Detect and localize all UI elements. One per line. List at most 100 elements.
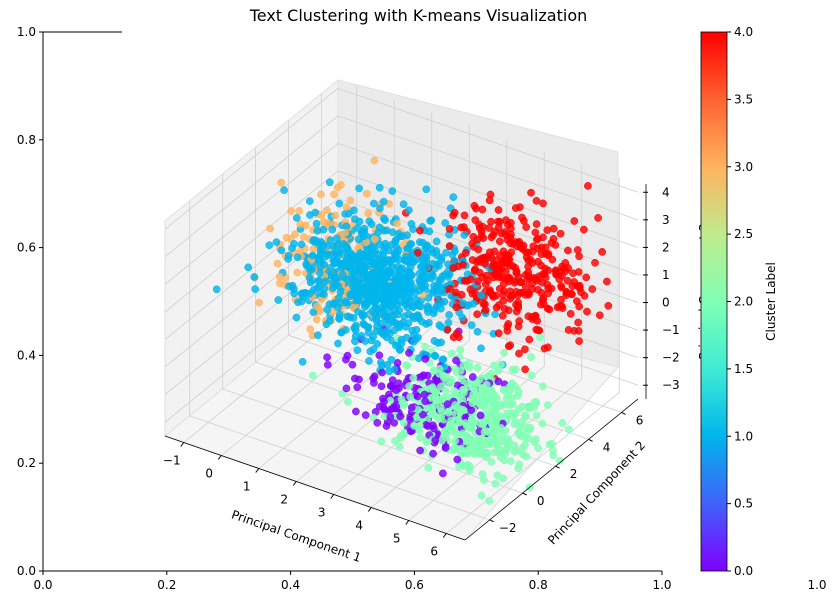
scatter-point-cluster-3 <box>317 190 325 199</box>
scatter-point-cluster-1 <box>438 286 447 295</box>
scatter-point-cluster-4 <box>481 259 489 268</box>
scatter-point-cluster-1 <box>314 276 323 285</box>
scatter-point-cluster-1 <box>386 258 394 267</box>
scatter-point-cluster-4 <box>484 276 492 285</box>
scatter-point-cluster-0 <box>413 392 422 401</box>
scatter-point-cluster-2 <box>536 333 544 342</box>
x-tick-label: 5 <box>393 532 401 546</box>
scatter-point-cluster-1 <box>363 275 372 284</box>
scatter-point-cluster-2 <box>522 423 530 431</box>
scatter-point-cluster-4 <box>516 243 525 252</box>
scatter-point-cluster-4 <box>468 256 477 264</box>
scatter-point-cluster-2 <box>409 374 418 382</box>
scatter-point-cluster-1 <box>445 311 453 319</box>
scatter-point-cluster-0 <box>429 449 437 458</box>
scatter-point-cluster-4 <box>485 248 494 257</box>
x-tick-label: 1 <box>243 480 251 494</box>
scatter-point-cluster-1 <box>312 219 321 228</box>
scatter-point-cluster-1 <box>328 278 337 287</box>
scatter-point-cluster-1 <box>302 260 311 269</box>
grid-z <box>164 87 639 230</box>
scatter-point-cluster-2 <box>425 384 434 393</box>
scatter-point-cluster-1 <box>404 244 413 253</box>
scatter-point-cluster-1 <box>392 243 401 252</box>
scatter-point-cluster-1 <box>419 283 427 292</box>
scatter-point-cluster-3 <box>277 178 286 187</box>
scatter-point-cluster-1 <box>405 206 413 215</box>
scatter-point-cluster-2 <box>500 348 508 357</box>
bg-y-tick-label: 0.4 <box>17 348 36 362</box>
scatter-point-cluster-1 <box>251 285 259 293</box>
scatter-point-cluster-1 <box>432 237 441 246</box>
scatter-point-cluster-2 <box>447 349 456 358</box>
scatter-point-cluster-1 <box>423 302 432 311</box>
scatter-point-cluster-1 <box>414 301 423 310</box>
scatter-point-cluster-1 <box>290 285 298 294</box>
scatter-point-cluster-3 <box>346 196 355 205</box>
scatter-point-cluster-2 <box>477 491 486 500</box>
scatter-point-cluster-2 <box>399 419 408 427</box>
x-tick <box>405 520 410 525</box>
scatter-point-cluster-4 <box>575 284 584 293</box>
scatter-point-cluster-4 <box>570 217 579 225</box>
scatter-point-cluster-4 <box>566 309 575 318</box>
scatter-point-cluster-2 <box>478 470 487 478</box>
scatter-point-cluster-1 <box>423 241 431 250</box>
scatter-point-cluster-1 <box>477 344 485 353</box>
scatter-point-cluster-2 <box>488 395 497 404</box>
scatter-point-cluster-1 <box>297 297 306 306</box>
bg-x-tick-label: 0.0 <box>33 578 52 592</box>
y-tick <box>621 411 626 415</box>
scatter-point-cluster-1 <box>366 252 375 261</box>
scatter-point-cluster-2 <box>456 345 465 354</box>
scatter-point-cluster-4 <box>511 263 520 272</box>
scatter-point-cluster-1 <box>265 241 274 250</box>
scatter-point-cluster-1 <box>405 293 414 302</box>
x-axis-label: Principal Component 1 <box>230 507 363 565</box>
scatter-point-cluster-1 <box>469 299 478 308</box>
scatter-point-cluster-4 <box>487 289 495 298</box>
scatter-point-cluster-2 <box>473 363 482 372</box>
scatter-point-cluster-2 <box>463 449 472 458</box>
scatter-point-cluster-1 <box>368 269 377 277</box>
scatter-point-cluster-1 <box>379 197 388 206</box>
scatter-point-cluster-1 <box>313 226 322 235</box>
scatter-point-cluster-1 <box>306 266 314 275</box>
scatter-point-cluster-4 <box>512 307 521 316</box>
scatter-point-cluster-0 <box>380 397 388 406</box>
scatter-point-cluster-1 <box>325 178 334 187</box>
scatter-point-cluster-2 <box>497 424 505 432</box>
scatter-point-cluster-2 <box>506 400 514 409</box>
y-tick-label: 4 <box>603 440 611 454</box>
scatter-point-cluster-2 <box>530 438 539 446</box>
scatter-point-cluster-2 <box>444 408 453 417</box>
scatter-point-cluster-2 <box>545 440 554 449</box>
scatter-point-cluster-1 <box>425 227 434 236</box>
scatter-point-cluster-2 <box>532 398 541 407</box>
scatter-point-cluster-1 <box>397 339 406 348</box>
scatter-point-cluster-4 <box>575 302 584 311</box>
scatter-point-cluster-4 <box>498 311 507 320</box>
scatter-point-cluster-4 <box>494 329 503 338</box>
scatter-point-cluster-1 <box>293 253 302 262</box>
scatter-point-cluster-1 <box>373 322 381 331</box>
scatter-points <box>212 156 613 505</box>
scatter-point-cluster-4 <box>598 248 607 256</box>
colorbar-tick-label: 3.0 <box>734 160 753 174</box>
scatter-point-cluster-1 <box>359 232 368 241</box>
scatter-point-cluster-2 <box>565 425 573 434</box>
scatter-point-cluster-1 <box>351 286 360 294</box>
scatter-point-cluster-2 <box>499 386 508 394</box>
scatter-point-cluster-0 <box>421 355 430 363</box>
scatter-point-cluster-1 <box>380 300 389 309</box>
bg-y-tick-label: 0.6 <box>17 241 36 255</box>
scatter-point-cluster-0 <box>494 377 503 386</box>
scatter-point-cluster-1 <box>440 297 449 306</box>
grid-z <box>164 198 639 340</box>
grid-z <box>164 225 639 368</box>
scatter-point-cluster-4 <box>507 230 515 239</box>
scatter-point-cluster-1 <box>372 263 381 272</box>
scatter-point-cluster-1 <box>433 281 442 290</box>
scatter-point-cluster-2 <box>514 464 523 473</box>
scatter-point-cluster-4 <box>478 205 487 214</box>
